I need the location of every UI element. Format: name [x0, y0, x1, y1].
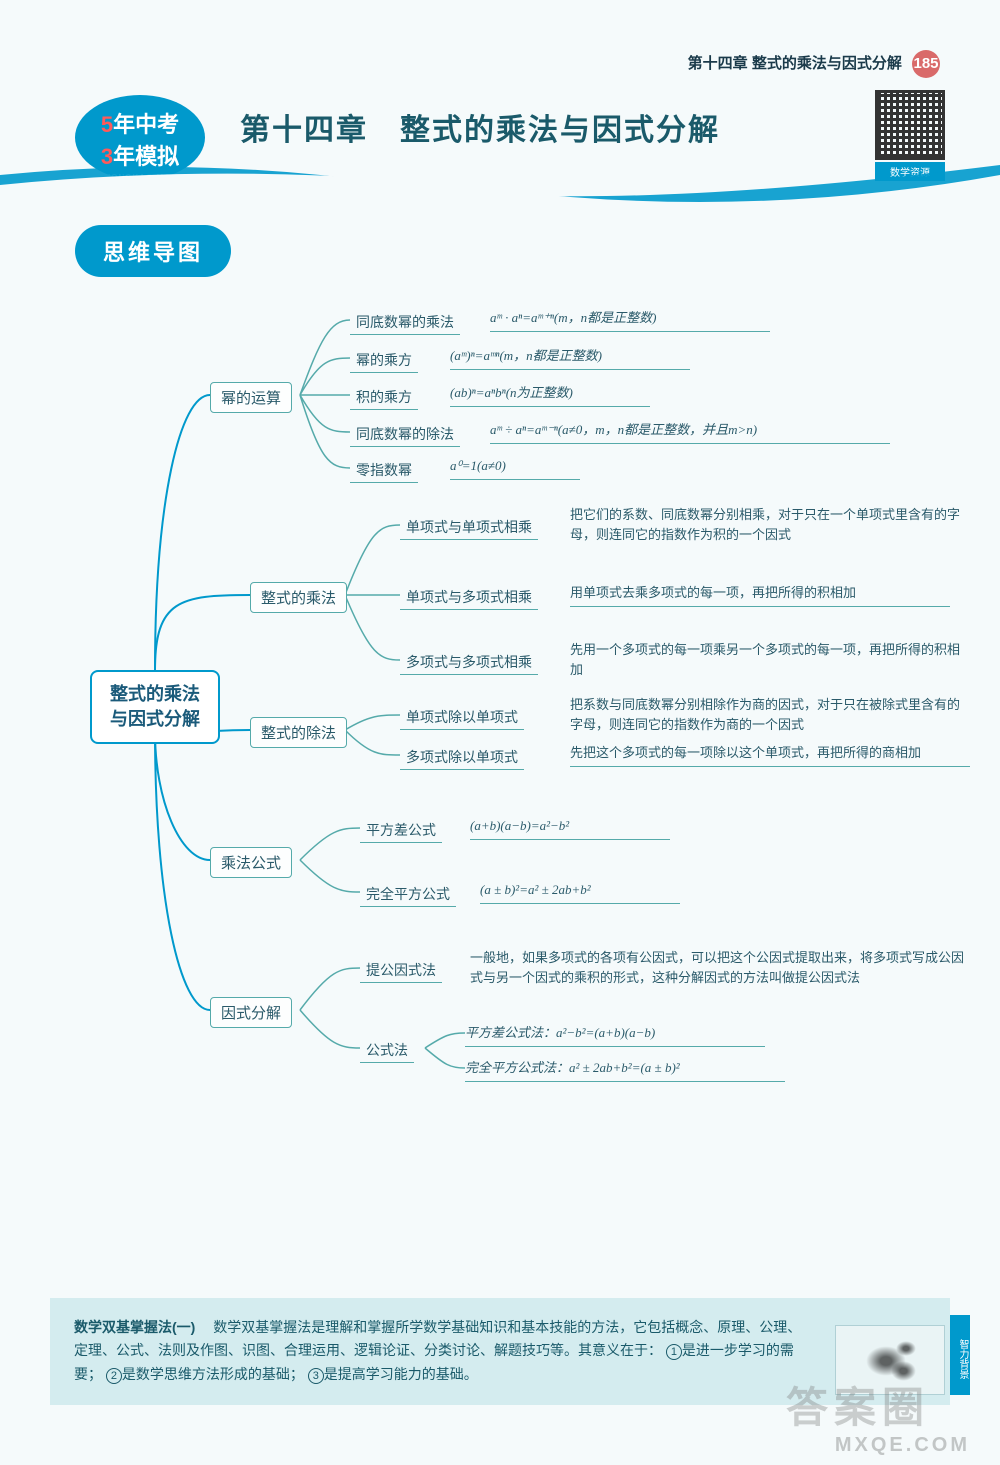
page-header: 第十四章 整式的乘法与因式分解 185	[688, 50, 940, 78]
page-number: 185	[912, 50, 940, 78]
sub-formula-method: 公式法	[360, 1038, 414, 1063]
section-label: 思维导图	[75, 225, 231, 277]
num-1-icon: 1	[666, 1344, 682, 1360]
desc-b5n1: 一般地，如果多项式的各项有公因式，可以把这个公因式提取出来，将多项式写成公因式与…	[470, 948, 970, 990]
desc-b2n1: 把它们的系数、同底数幂分别相乘，对于只在一个单项式里含有的字母，则连同它的指数作…	[570, 505, 965, 547]
sub-same-base-mult: 同底数幂的乘法	[350, 310, 460, 335]
desc-b3n1: 把系数与同底数幂分别相除作为商的因式，对于只在被除式里含有的字母，则连同它的指数…	[570, 695, 970, 737]
sub-mono-div-mono: 单项式除以单项式	[400, 705, 524, 730]
num-3-icon: 3	[308, 1368, 324, 1384]
mindmap: 整式的乘法 与因式分解 幂的运算 同底数幂的乘法 aᵐ · aⁿ=aᵐ⁺ⁿ(m，…	[50, 300, 970, 1140]
sub-poly-poly: 多项式与多项式相乘	[400, 650, 538, 675]
desc-b2n3: 先用一个多项式的每一项乘另一个多项式的每一项，再把所得的积相加	[570, 640, 965, 682]
desc-b5n2a: 平方差公式法：a²−b²=(a+b)(a−b)	[465, 1023, 765, 1047]
sub-mono-mono: 单项式与单项式相乘	[400, 515, 538, 540]
sub-zero-exp: 零指数幂	[350, 458, 418, 483]
desc-b1n5: a⁰=1(a≠0)	[450, 456, 580, 480]
branch-poly-mult: 整式的乘法	[250, 582, 347, 613]
sub-same-base-div: 同底数幂的除法	[350, 422, 460, 447]
sub-common-factor: 提公因式法	[360, 958, 442, 983]
root-node: 整式的乘法 与因式分解	[90, 670, 220, 744]
desc-b4n2: (a ± b)²=a² ± 2ab+b²	[480, 880, 680, 904]
breadcrumb-text: 第十四章 整式的乘法与因式分解	[688, 55, 902, 72]
sub-power-of-power: 幂的乘方	[350, 348, 418, 373]
footer-tab: 智力背景	[950, 1315, 970, 1395]
sub-power-of-product: 积的乘方	[350, 385, 418, 410]
desc-b3n2: 先把这个多项式的每一项除以这个单项式，再把所得的商相加	[570, 743, 970, 767]
branch-poly-div: 整式的除法	[250, 717, 347, 748]
num-2-icon: 2	[106, 1368, 122, 1384]
branch-factor: 因式分解	[210, 997, 292, 1028]
desc-b1n1: aᵐ · aⁿ=aᵐ⁺ⁿ(m，n都是正整数)	[490, 308, 770, 332]
desc-b2n2: 用单项式去乘多项式的每一项，再把所得的积相加	[570, 583, 950, 607]
sub-mono-poly: 单项式与多项式相乘	[400, 585, 538, 610]
desc-b1n3: (ab)ⁿ=aⁿbⁿ(n为正整数)	[450, 383, 650, 407]
sub-perfect-square: 完全平方公式	[360, 882, 456, 907]
branch-power-ops: 幂的运算	[210, 382, 292, 413]
branch-formula: 乘法公式	[210, 847, 292, 878]
desc-b5n2b: 完全平方公式法：a² ± 2ab+b²=(a ± b)²	[465, 1058, 785, 1082]
qr-code	[875, 90, 945, 160]
desc-b1n4: aᵐ ÷ aⁿ=aᵐ⁻ⁿ(a≠0，m，n都是正整数，并且m>n)	[490, 420, 890, 444]
watermark-url: MXQE.COM	[835, 1434, 970, 1457]
footer-title: 数学双基掌握法(一)	[74, 1319, 195, 1335]
sub-diff-squares: 平方差公式	[360, 818, 442, 843]
watermark-text: 答案圈	[786, 1374, 930, 1435]
sub-poly-div-mono: 多项式除以单项式	[400, 745, 524, 770]
chapter-title: 第十四章 整式的乘法与因式分解	[240, 105, 720, 149]
desc-b1n2: (aᵐ)ⁿ=aᵐⁿ(m，n都是正整数)	[450, 346, 690, 370]
desc-b4n1: (a+b)(a−b)=a²−b²	[470, 816, 670, 840]
